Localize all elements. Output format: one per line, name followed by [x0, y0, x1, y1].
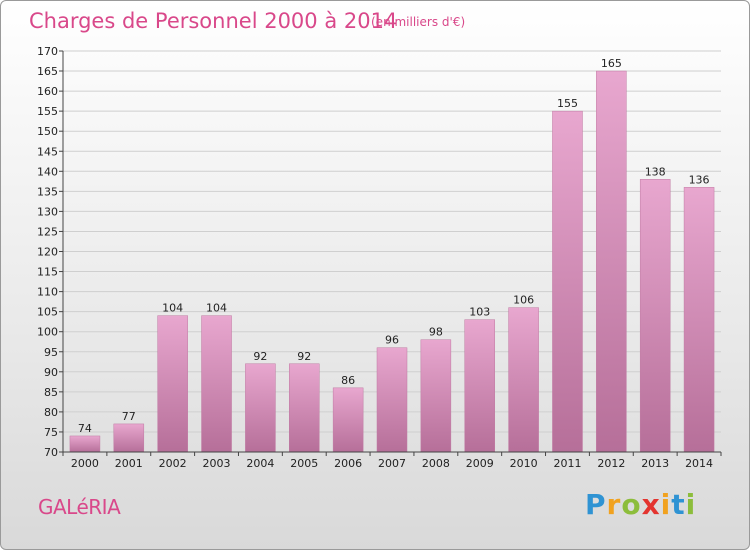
y-tick-label: 120 — [37, 246, 58, 259]
bar-2005 — [289, 363, 320, 453]
y-tick-label: 115 — [37, 266, 58, 279]
value-label-2008: 98 — [429, 326, 443, 339]
y-tick-label: 90 — [44, 366, 58, 379]
value-label-2004: 92 — [253, 350, 267, 363]
x-tick-label-2004: 2004 — [246, 457, 274, 470]
x-tick-label-2013: 2013 — [641, 457, 669, 470]
y-tick-label: 170 — [37, 45, 58, 58]
brand-letter: r — [606, 488, 622, 521]
value-label-2012: 165 — [601, 57, 622, 70]
value-label-2011: 155 — [557, 97, 578, 110]
value-label-2014: 136 — [689, 173, 710, 186]
y-tick-label: 95 — [44, 346, 58, 359]
y-axis-ticks: 70 75 80 85 90 95 100 105 110 115 120 125 130 135 140 1… — [37, 45, 63, 459]
x-tick-label-2001: 2001 — [115, 457, 143, 470]
value-label-2007: 96 — [385, 334, 399, 347]
y-tick-label: 150 — [37, 125, 58, 138]
bar-2006 — [332, 387, 364, 453]
y-tick-label: 145 — [37, 145, 58, 158]
value-label-2000: 74 — [78, 422, 92, 435]
brand-letter: t — [671, 488, 686, 521]
x-tick-label-2010: 2010 — [510, 457, 538, 470]
brand-logo: Proxiti — [585, 488, 696, 521]
y-tick-label: 70 — [44, 446, 58, 459]
value-label-2013: 138 — [645, 165, 666, 178]
bar-2003 — [201, 315, 232, 453]
x-tick-label-2000: 2000 — [71, 457, 99, 470]
bar-2001 — [113, 423, 145, 453]
x-tick-label-2002: 2002 — [159, 457, 187, 470]
value-labels: 74 77 104 104 92 92 86 96 98 103 106 155 165 138 136 — [78, 57, 710, 435]
value-label-2002: 104 — [162, 302, 183, 315]
bar-2010 — [508, 307, 539, 453]
chart-subtitle: (en milliers d'€) — [371, 15, 465, 29]
chart-title: Charges de Personnel 2000 à 2014 — [29, 9, 397, 33]
x-tick-label-2011: 2011 — [553, 457, 581, 470]
bar-2004 — [245, 363, 276, 453]
y-tick-label: 160 — [37, 85, 58, 98]
bar-2002 — [157, 315, 188, 453]
y-tick-label: 135 — [37, 185, 58, 198]
value-label-2001: 77 — [122, 410, 136, 423]
x-axis-ticks: 2000 2001 2002 2003 2004 2005 2006 2007 2008 2009… — [62, 452, 722, 470]
y-tick-label: 80 — [44, 406, 58, 419]
brand-letter: x — [641, 488, 661, 521]
bar-2011 — [552, 110, 583, 453]
x-tick-label-2007: 2007 — [378, 457, 406, 470]
y-tick-label: 105 — [37, 306, 58, 319]
value-label-2010: 106 — [513, 294, 534, 307]
brand-letter: i — [685, 488, 697, 521]
y-tick-label: 85 — [44, 386, 58, 399]
value-label-2006: 86 — [341, 374, 355, 387]
x-tick-label-2006: 2006 — [334, 457, 362, 470]
bar-2009 — [464, 319, 495, 453]
bar-2012 — [596, 70, 627, 453]
bar-2007 — [376, 347, 408, 453]
value-label-2003: 104 — [206, 302, 227, 315]
y-tick-label: 165 — [37, 65, 58, 78]
y-tick-label: 155 — [37, 105, 58, 118]
y-tick-label: 75 — [44, 426, 58, 439]
x-tick-label-2005: 2005 — [290, 457, 318, 470]
bar-2013 — [639, 179, 671, 453]
bar-2014 — [683, 187, 715, 453]
brand-letter: i — [660, 488, 672, 521]
commune-name: GALéRIA — [38, 495, 121, 519]
y-tick-label: 110 — [37, 286, 58, 299]
x-tick-label-2008: 2008 — [422, 457, 450, 470]
brand-letter: o — [621, 488, 642, 521]
bars — [69, 70, 715, 453]
x-tick-label-2014: 2014 — [685, 457, 713, 470]
x-tick-label-2003: 2003 — [203, 457, 231, 470]
x-tick-label-2009: 2009 — [466, 457, 494, 470]
bar-2008 — [420, 339, 452, 453]
y-tick-label: 100 — [37, 326, 58, 339]
value-label-2005: 92 — [297, 350, 311, 363]
y-tick-label: 140 — [37, 165, 58, 178]
y-tick-label: 125 — [37, 225, 58, 238]
brand-letter: P — [585, 488, 607, 521]
value-label-2009: 103 — [469, 306, 490, 319]
x-tick-label-2012: 2012 — [597, 457, 625, 470]
bar-2000 — [69, 435, 101, 453]
y-tick-label: 130 — [37, 205, 58, 218]
